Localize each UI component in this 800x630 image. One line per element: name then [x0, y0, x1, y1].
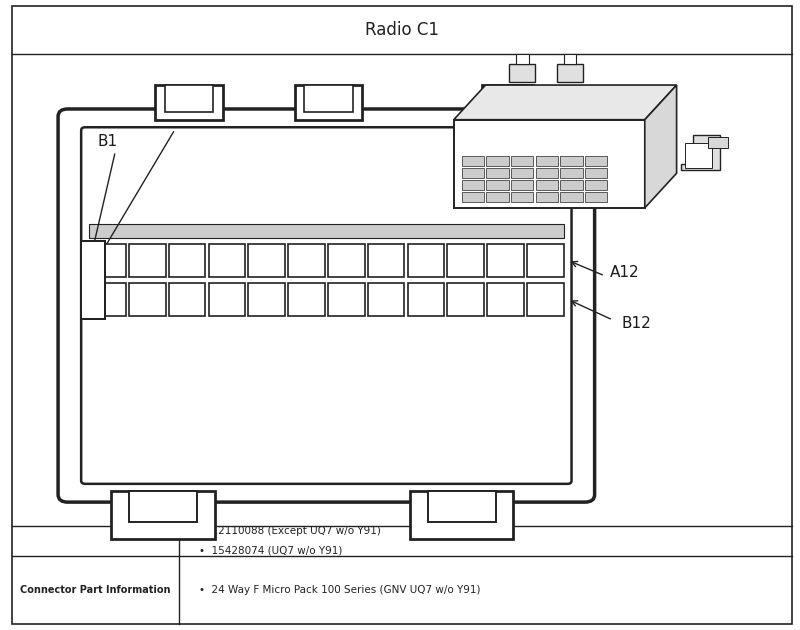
Bar	[294, 85, 362, 120]
Text: B12: B12	[622, 316, 652, 331]
Bar	[516, 54, 529, 64]
Bar	[560, 180, 582, 190]
Bar	[169, 283, 206, 316]
Bar	[130, 491, 197, 522]
Bar	[482, 85, 534, 120]
Bar	[510, 64, 535, 82]
Bar	[536, 156, 558, 166]
Bar	[169, 244, 206, 277]
Bar	[89, 244, 126, 277]
Bar	[709, 137, 728, 148]
Bar	[581, 142, 613, 198]
Bar	[288, 244, 325, 277]
Polygon shape	[681, 135, 720, 170]
Bar	[89, 224, 563, 238]
Bar	[209, 244, 245, 277]
Bar	[487, 283, 524, 316]
Bar	[447, 244, 484, 277]
Bar	[486, 180, 509, 190]
Bar	[511, 156, 534, 166]
Text: •  24 Way F Micro Pack 100 Series (GNV UQ7 w/o Y91): • 24 Way F Micro Pack 100 Series (GNV UQ…	[199, 585, 481, 595]
Bar	[89, 283, 126, 316]
Bar	[129, 283, 166, 316]
Bar	[304, 85, 353, 112]
FancyBboxPatch shape	[58, 109, 594, 502]
Bar	[462, 180, 484, 190]
Polygon shape	[645, 85, 677, 208]
Bar	[585, 148, 609, 192]
Bar	[368, 283, 404, 316]
Bar	[486, 192, 509, 202]
Bar	[560, 156, 582, 166]
Bar	[89, 224, 563, 238]
Bar	[527, 244, 563, 277]
Bar	[511, 192, 534, 202]
Text: •  15428074 (UQ7 w/o Y91): • 15428074 (UQ7 w/o Y91)	[199, 546, 342, 555]
Bar	[155, 85, 223, 120]
Bar	[454, 120, 645, 208]
Bar	[462, 168, 484, 178]
Bar	[428, 491, 495, 522]
Text: Connector Part Information: Connector Part Information	[20, 585, 170, 595]
FancyBboxPatch shape	[81, 127, 571, 484]
Text: Radio C1: Radio C1	[365, 21, 439, 39]
Bar	[248, 283, 285, 316]
Bar	[585, 168, 607, 178]
Bar	[81, 241, 105, 319]
Bar	[248, 244, 285, 277]
Text: A1: A1	[161, 109, 181, 124]
Bar	[209, 283, 245, 316]
Bar	[685, 143, 713, 168]
Bar	[129, 244, 166, 277]
Bar	[462, 192, 484, 202]
Bar	[368, 244, 404, 277]
Bar	[288, 283, 325, 316]
Bar	[585, 180, 607, 190]
Bar	[407, 283, 444, 316]
Bar	[585, 156, 607, 166]
Bar	[462, 156, 484, 166]
Text: A12: A12	[610, 265, 640, 280]
Bar	[328, 283, 365, 316]
Bar	[536, 180, 558, 190]
Bar	[536, 192, 558, 202]
Bar	[111, 491, 215, 539]
Bar	[536, 168, 558, 178]
Bar	[511, 180, 534, 190]
Bar	[486, 156, 509, 166]
Bar	[585, 192, 607, 202]
Bar	[511, 168, 534, 178]
Bar	[410, 491, 514, 539]
Bar	[491, 85, 524, 112]
Bar	[165, 85, 214, 112]
Bar	[560, 168, 582, 178]
Bar	[487, 244, 524, 277]
Bar	[407, 244, 444, 277]
Polygon shape	[454, 85, 677, 120]
Bar	[560, 192, 582, 202]
Bar	[558, 64, 582, 82]
Bar	[486, 168, 509, 178]
Text: •  12110088 (Except UQ7 w/o Y91): • 12110088 (Except UQ7 w/o Y91)	[199, 527, 381, 536]
Bar	[563, 54, 576, 64]
Text: B1: B1	[98, 134, 118, 149]
Bar	[447, 283, 484, 316]
Bar	[527, 283, 563, 316]
Bar	[328, 244, 365, 277]
